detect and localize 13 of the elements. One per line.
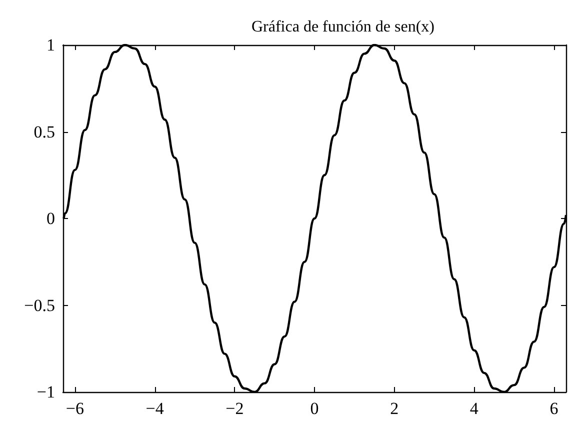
x-tick-label: 4 <box>470 399 479 418</box>
y-tick-label: −1 <box>36 382 55 402</box>
x-tick-label: −6 <box>66 399 84 418</box>
y-tick-label: 1 <box>46 36 55 54</box>
x-tick-label: 2 <box>390 399 399 418</box>
x-tick-label: 0 <box>310 399 319 418</box>
y-tick-label: 0 <box>46 209 55 228</box>
x-tick-label: 6 <box>550 399 558 418</box>
y-tick-label: −0.5 <box>24 296 55 315</box>
x-tick-label: −2 <box>226 399 244 418</box>
x-tick-label: −4 <box>146 399 164 418</box>
y-tick-label: 0.5 <box>34 122 55 142</box>
chart-title: Gráfica de función de sen(x) <box>251 18 435 36</box>
